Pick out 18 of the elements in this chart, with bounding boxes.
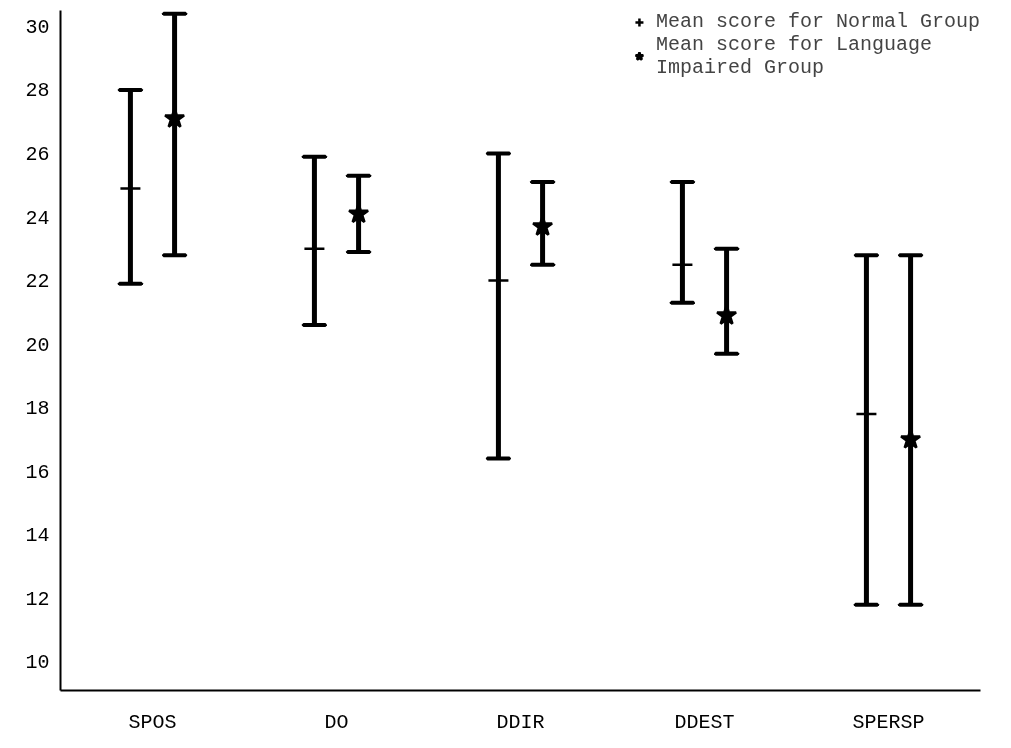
y-tick-label: 12 <box>25 587 50 611</box>
y-tick-label: 22 <box>25 270 50 294</box>
x-tick-label: DO <box>324 710 349 734</box>
x-tick-label: DDIR <box>496 710 545 734</box>
y-tick-label: 26 <box>25 142 50 166</box>
x-tick-label: SPOS <box>128 710 177 734</box>
y-tick-label: 16 <box>25 460 50 484</box>
legend-label: Mean score for Normal Group <box>655 10 980 33</box>
x-tick-label: SPERSP <box>852 710 925 734</box>
y-tick-label: 14 <box>25 524 50 548</box>
y-tick-label: 20 <box>25 333 50 357</box>
legend-label: Mean score for Language Impaired Group <box>655 33 932 79</box>
y-tick-label: 28 <box>25 79 50 103</box>
y-tick-label: 10 <box>25 651 50 675</box>
x-tick-label: DDEST <box>674 710 735 734</box>
y-tick-label: 18 <box>25 397 50 421</box>
y-tick-label: 30 <box>25 15 50 39</box>
y-tick-label: 24 <box>25 206 50 230</box>
